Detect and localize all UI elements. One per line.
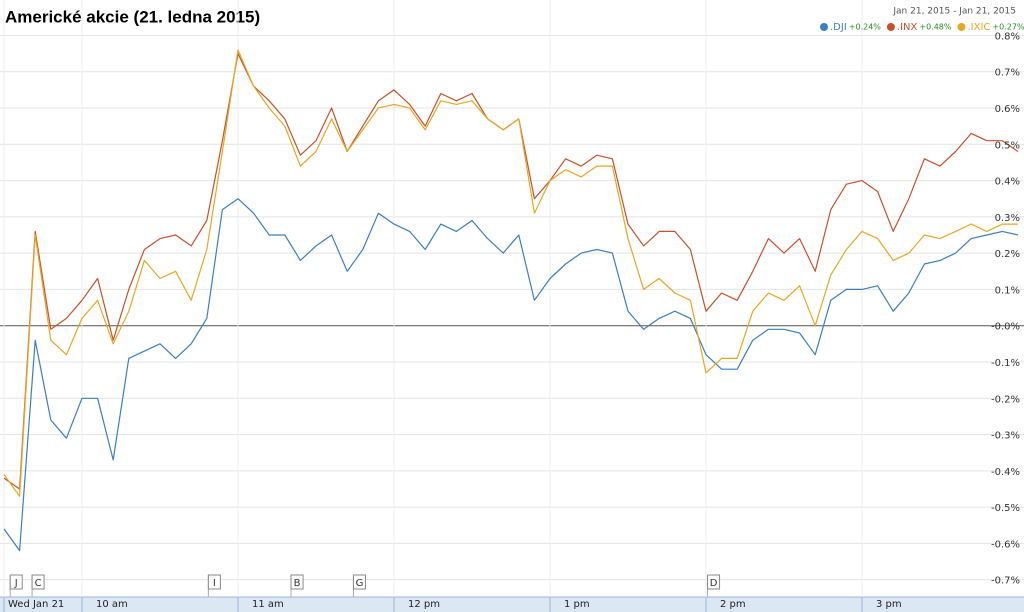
y-tick-label: -0.0%: [991, 322, 1020, 333]
y-tick-label: 0.7%: [995, 68, 1020, 79]
annotation-label: C: [35, 578, 42, 589]
series-line: [3, 49, 1018, 497]
y-tick-label: 0.3%: [995, 213, 1020, 224]
annotation-flag: [9, 574, 23, 590]
legend: .DJI +0.24% .INX +0.48% .IXIC +0.27%: [820, 22, 1024, 33]
y-tick-label: 0.1%: [995, 285, 1020, 296]
annotation-label: B: [294, 578, 301, 589]
legend-change: +0.24%: [849, 23, 882, 32]
y-tick-label: -0.4%: [991, 467, 1020, 478]
y-tick-label: -0.1%: [991, 358, 1020, 369]
annotation-label: G: [356, 578, 364, 589]
legend-change: +0.48%: [919, 23, 952, 32]
y-tick-label: -0.7%: [991, 576, 1020, 587]
x-tick-label: Wed Jan 21: [8, 599, 64, 610]
annotation-label: J: [14, 578, 18, 589]
x-tick-label: 1 pm: [564, 599, 590, 610]
annotation-flag: [352, 574, 366, 590]
date-range: Jan 21, 2015 - Jan 21, 2015: [892, 7, 1016, 17]
series-line: [3, 198, 1019, 552]
y-tick-label: -0.2%: [991, 394, 1020, 405]
y-tick-label: 0.4%: [995, 177, 1020, 188]
y-tick-label: -0.6%: [991, 539, 1020, 550]
y-tick-label: 0.6%: [995, 104, 1020, 115]
chart-title: Americké akcie (21. ledna 2015): [5, 7, 260, 26]
x-tick-label: 11 am: [252, 599, 284, 610]
annotation-flag: [707, 574, 721, 590]
annotation-flag: [31, 574, 45, 590]
y-tick-label: -0.3%: [991, 431, 1020, 442]
x-tick-label: 10 am: [96, 599, 128, 610]
annotation-label: I: [213, 578, 216, 589]
legend-name: .IXIC: [968, 22, 991, 33]
legend-marker: [886, 23, 895, 31]
annotation-flag: [207, 574, 221, 590]
y-tick-label: 0.8%: [995, 31, 1020, 42]
y-tick-label: 0.2%: [995, 249, 1020, 260]
x-axis-band: [0, 597, 1024, 612]
legend-change: +0.27%: [992, 23, 1024, 32]
annotation-flag: [290, 574, 304, 590]
y-tick-label: -0.5%: [991, 503, 1020, 514]
legend-marker: [820, 23, 828, 31]
lines: [3, 49, 1019, 552]
y-tick-label: 0.5%: [995, 140, 1020, 151]
x-tick-label: 2 pm: [720, 599, 746, 610]
annotation-label: D: [710, 578, 718, 589]
x-tick-label: 12 pm: [408, 599, 440, 610]
legend-name: .INX: [897, 22, 918, 33]
grid: [0, 0, 1024, 597]
legend-name: .DJI: [830, 22, 847, 33]
legend-marker: [957, 23, 966, 31]
x-tick-label: 3 pm: [876, 599, 902, 610]
